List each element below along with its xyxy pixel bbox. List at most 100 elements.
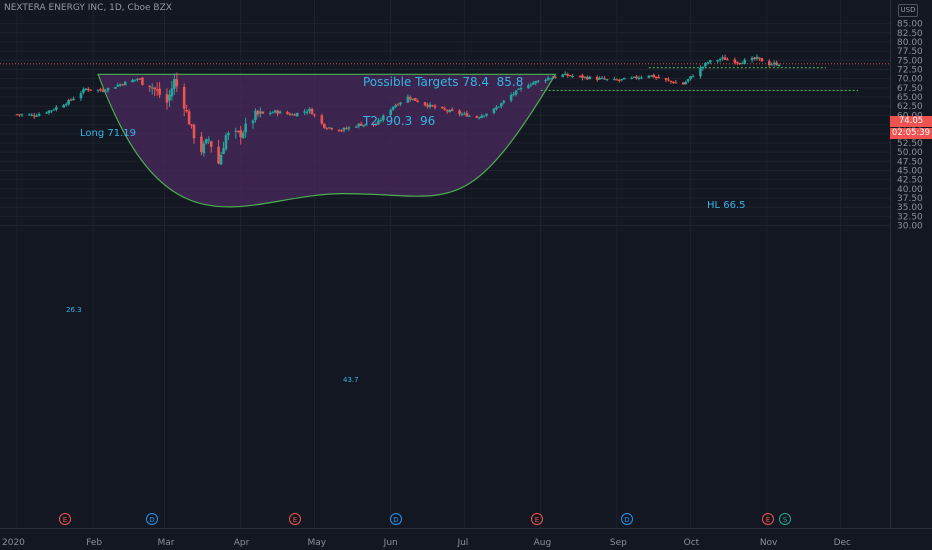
candle-body (168, 94, 171, 101)
candle-body (116, 84, 120, 87)
time-tick-label: May (307, 538, 326, 548)
candle-body (141, 77, 144, 85)
candle-body (777, 64, 781, 66)
candle-body (207, 139, 211, 141)
earnings-event-marker[interactable]: E (59, 513, 71, 525)
candle-body (20, 114, 24, 116)
candle-body (431, 105, 434, 107)
time-tick-label: Mar (158, 538, 175, 548)
earnings-event-marker[interactable]: E (762, 513, 774, 525)
dividend-event-marker[interactable]: D (390, 513, 402, 525)
earnings-event-marker[interactable]: E (289, 513, 301, 525)
candle-body (47, 110, 51, 113)
candle-body (114, 87, 117, 89)
candle-body (758, 57, 761, 59)
candle-body (256, 110, 260, 115)
candle-body (588, 76, 592, 80)
earnings-event-marker[interactable]: E (531, 513, 543, 525)
candle-body (637, 77, 641, 79)
candle-body (359, 123, 363, 126)
dividend-event-marker[interactable]: D (621, 513, 633, 525)
candle-body (740, 63, 744, 65)
candle-body (519, 87, 523, 90)
price-tick-label: 47.50 (897, 157, 923, 167)
candle-body (190, 124, 193, 126)
candle-body (649, 75, 653, 77)
candle-body (293, 114, 297, 116)
hl-annotation: HL 66.5 (707, 200, 746, 211)
price-tick-label: 52.50 (897, 139, 923, 149)
candle-body (89, 89, 93, 91)
targets-line-1: Possible Targets 78.4 85.8 (363, 75, 524, 89)
candle-body (733, 59, 737, 63)
candle-body (106, 88, 110, 91)
candle-body (389, 109, 392, 116)
candle-body (723, 57, 727, 60)
candles (15, 54, 781, 165)
candle-body (546, 77, 550, 80)
candle-body (468, 115, 471, 117)
candle-body (669, 80, 673, 82)
candle-body (475, 116, 479, 118)
candle-body (578, 75, 582, 77)
split-event-marker[interactable]: S (779, 513, 791, 525)
targets-annotation: Possible Targets 78.4 85.8 T2 90.3 96 (363, 50, 523, 141)
candle-body (374, 124, 378, 126)
time-tick-label: Aug (534, 538, 552, 548)
candle-body (561, 74, 565, 77)
candle-body (718, 59, 722, 61)
candle-body (502, 100, 506, 103)
candle-body (554, 76, 557, 78)
candle-body (234, 130, 238, 132)
candle-body (514, 90, 518, 95)
candle-body (615, 79, 619, 81)
candle-body (630, 77, 633, 79)
candle-body (55, 107, 58, 110)
candle-body (244, 123, 247, 133)
candle-body (497, 106, 501, 108)
candle-body (738, 63, 742, 65)
candle-body (340, 130, 343, 132)
price-tick-label: 50.00 (897, 148, 923, 158)
currency-badge[interactable]: USD (898, 4, 918, 17)
price-tick-label: 65.00 (897, 93, 923, 103)
candle-body (182, 86, 186, 109)
candle-body (517, 88, 520, 90)
candle-body (445, 110, 449, 112)
candle-body (165, 94, 169, 103)
price-tick-label: 32.50 (897, 212, 923, 222)
symbol-header[interactable]: NEXTERA ENERGY INC, 1D, Cboe BZX (4, 3, 172, 13)
candle-body (64, 104, 68, 106)
candle-body (291, 114, 294, 116)
depth-mid-label: 43.7 (343, 376, 359, 384)
candle-body (268, 113, 272, 115)
candle-body (30, 114, 34, 116)
candle-body (640, 77, 643, 79)
candle-body (86, 88, 90, 91)
candle-body (379, 119, 383, 121)
candle-body (27, 114, 31, 116)
candle-body (767, 61, 771, 66)
dividend-event-marker[interactable]: D (146, 513, 158, 525)
candle-body (566, 74, 569, 76)
candle-body (598, 78, 601, 80)
candle-body (426, 105, 429, 107)
candle-body (187, 111, 191, 125)
candle-body (394, 105, 397, 108)
candle-body (382, 115, 385, 121)
candle-body (448, 109, 451, 112)
candle-body (155, 89, 159, 91)
candle-body (239, 130, 243, 138)
candle-body (664, 77, 668, 80)
candle-body (716, 60, 719, 62)
candle-body (357, 123, 361, 127)
candle-body (364, 123, 368, 126)
candle-body (345, 128, 348, 130)
candle-body (413, 97, 417, 101)
candle-body (482, 115, 486, 117)
candle-body (635, 76, 638, 79)
candle-body (254, 110, 257, 121)
candle-body (18, 114, 21, 116)
candle-body (531, 82, 535, 85)
